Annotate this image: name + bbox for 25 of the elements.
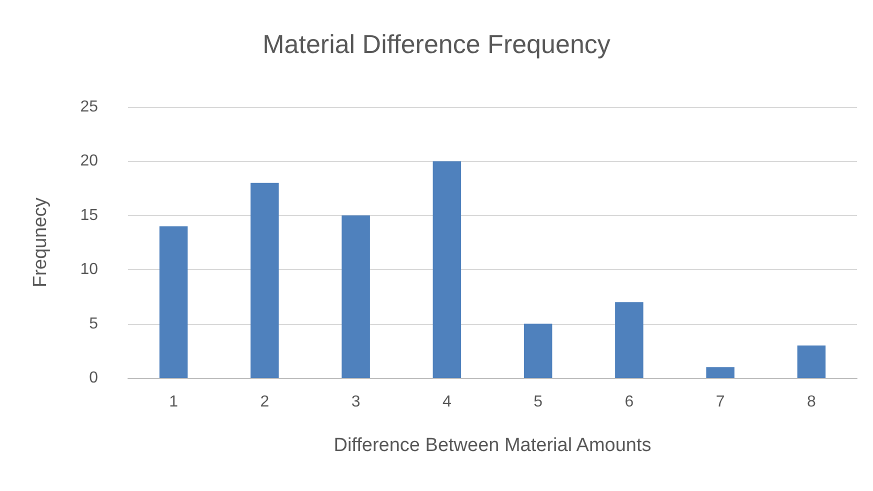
- x-axis-title: Difference Between Material Amounts: [334, 435, 652, 456]
- bar: [524, 324, 552, 378]
- bar: [797, 345, 826, 378]
- x-tick-label: 5: [534, 394, 543, 410]
- bar: [159, 226, 188, 378]
- x-tick-label: 1: [169, 394, 178, 410]
- bar: [342, 215, 370, 378]
- x-tick-label: 3: [351, 394, 360, 410]
- y-tick-label: 15: [80, 206, 98, 224]
- x-tick-label: 4: [442, 394, 452, 410]
- bar: [432, 161, 462, 378]
- y-tick-label: 25: [80, 98, 98, 116]
- bar: [250, 182, 279, 378]
- y-tick-label: 20: [80, 152, 98, 170]
- y-axis-title: Frequnecy: [30, 197, 51, 288]
- y-tick-label: 5: [89, 315, 98, 332]
- x-tick-label: 2: [260, 394, 270, 410]
- x-tick-label: 7: [716, 394, 725, 410]
- bar: [615, 302, 644, 378]
- y-tick-label: 10: [80, 261, 98, 278]
- x-tick-label: 6: [624, 394, 634, 410]
- x-tick-label: 8: [806, 394, 816, 410]
- chart-title: Material Difference Frequency: [262, 29, 610, 59]
- bar: [706, 367, 734, 378]
- y-tick-label: 0: [89, 370, 98, 386]
